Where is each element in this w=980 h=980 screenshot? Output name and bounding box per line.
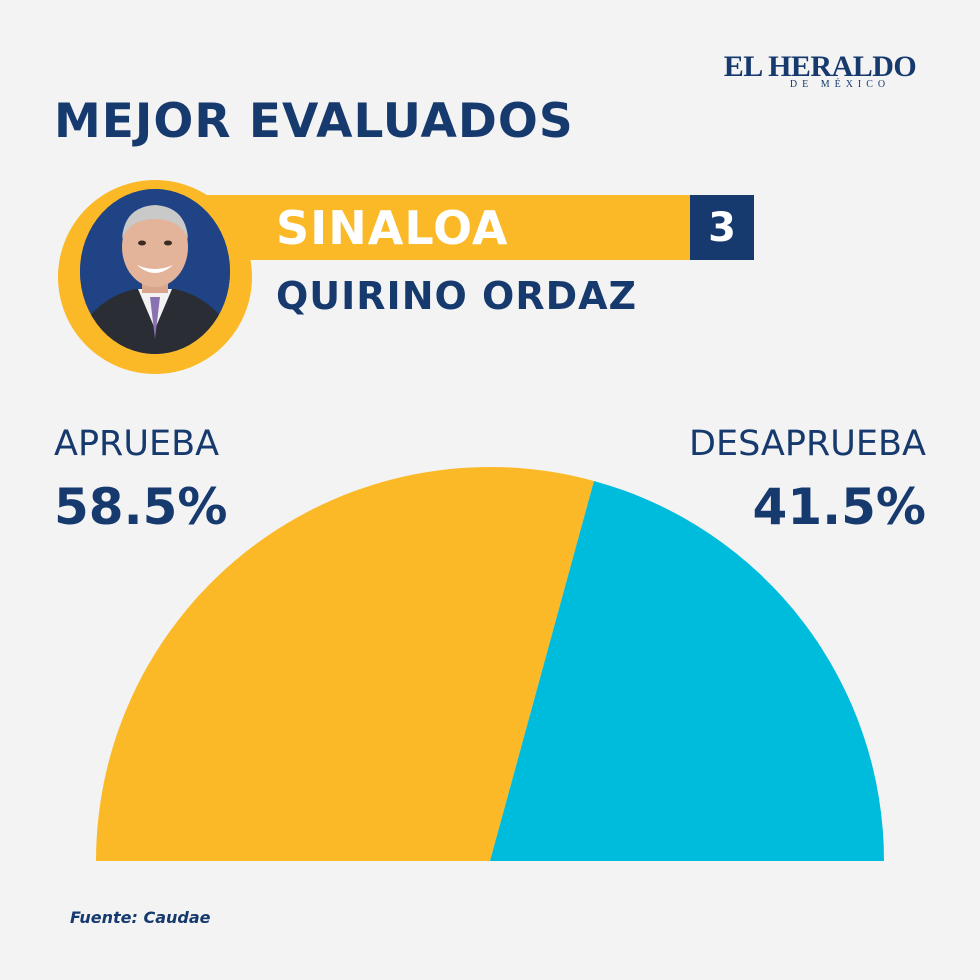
source-note: Fuente: Caudae bbox=[70, 908, 211, 927]
brand-logo: EL HERALDO DE MÉXICO bbox=[714, 52, 926, 90]
brand-subtitle: DE MÉXICO bbox=[789, 79, 891, 90]
avatar-portrait-icon bbox=[80, 189, 230, 354]
state-banner bbox=[200, 195, 690, 260]
disapprove-label: DESAPRUEBA bbox=[689, 424, 926, 464]
state-name: SINALOA bbox=[276, 201, 509, 255]
governor-name: QUIRINO ORDAZ bbox=[276, 274, 638, 318]
disapprove-slice bbox=[490, 480, 884, 861]
rank-badge: 3 bbox=[690, 195, 754, 260]
disapprove-value: 41.5% bbox=[752, 478, 926, 536]
avatar bbox=[80, 189, 230, 354]
approve-slice bbox=[96, 466, 594, 861]
brand-name: EL HERALDO bbox=[723, 50, 917, 83]
approve-value: 58.5% bbox=[54, 478, 228, 536]
approve-label: APRUEBA bbox=[54, 424, 220, 464]
page-title: MEJOR EVALUADOS bbox=[54, 94, 574, 149]
